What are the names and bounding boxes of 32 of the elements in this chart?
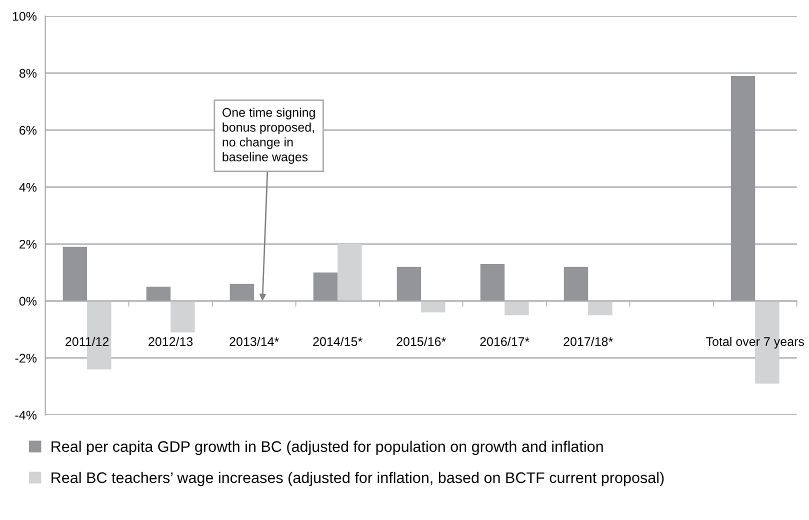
bar [421,301,446,312]
x-tick-label: 2013/14* [230,336,279,346]
bar [62,246,88,302]
bar [338,244,362,302]
y-tick-label: 6% [20,126,37,135]
x-tick-label: 2016/17* [480,336,530,346]
legend-label: Real BC teachers’ wage increases (adjusted for inflation, based on BCTF current proposal) [52,472,664,486]
legend-label: Real per capita GDP growth in BC (adjusted for population on growth and inflation [52,440,603,455]
x-tick-label: 2015/16* [396,336,446,346]
annotation: One time signing bonus proposed, no change in baseline wages [222,108,315,164]
y-tick-label: 8% [19,68,37,78]
bar [230,284,254,302]
bar [730,76,756,302]
x-tick-label: 2017/18* [564,336,613,346]
y-tick-label: -4% [15,410,37,420]
y-tick-label: 4% [19,182,37,192]
bar [170,301,195,332]
bar [504,301,529,316]
y-tick-label: 10% [12,12,37,21]
bar [480,264,505,302]
bar [588,301,612,316]
bar [313,272,338,302]
bar [146,286,171,302]
y-tick-label: 0% [19,296,37,306]
x-tick-label: 2012/13 [148,336,193,346]
y-tick-label: 2% [20,240,37,249]
x-tick-label: 2014/15* [313,336,362,346]
x-tick-label: 2011/12 [66,336,109,346]
bar [564,266,588,302]
x-tick-label: Total over 7 years [706,336,804,348]
bar [396,266,422,302]
y-tick-label: -2% [15,354,37,363]
